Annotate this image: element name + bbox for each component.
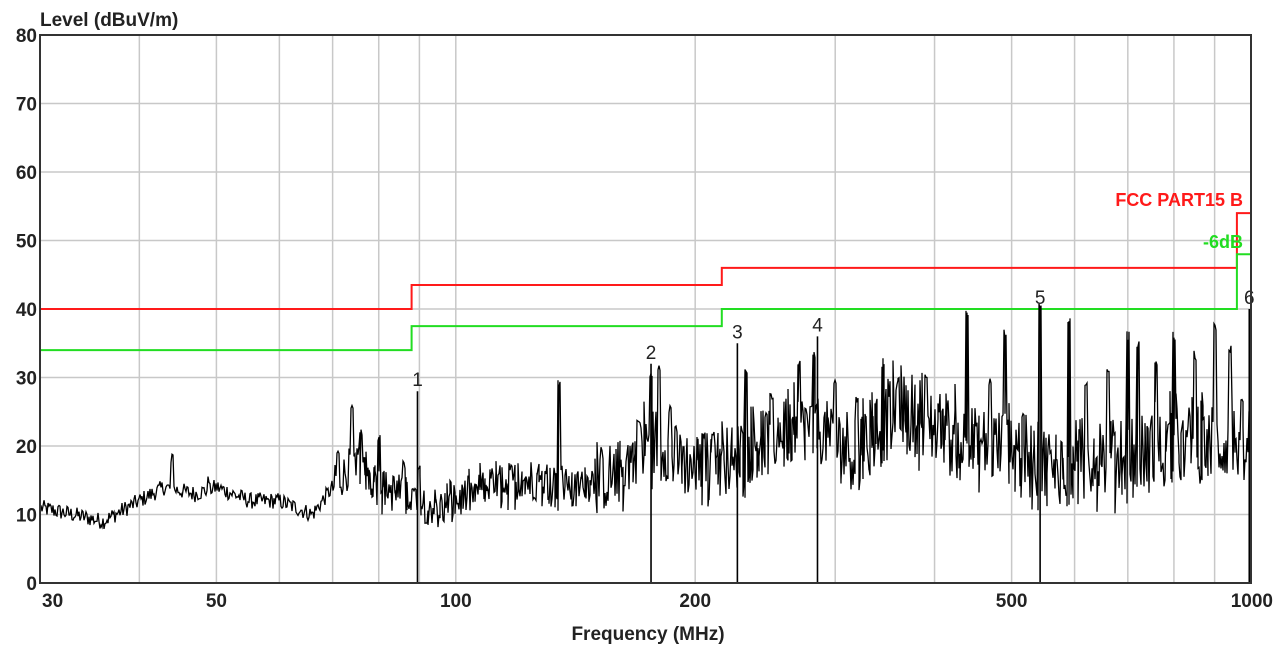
limit-lines: [40, 212, 1251, 352]
markers: 1 2 3 4 5 6: [412, 288, 1255, 583]
y-tick-label: 50: [16, 232, 37, 253]
x-tick-label: 1000: [1231, 591, 1273, 612]
x-tick-label: 50: [206, 591, 227, 612]
x-tick-label: 30: [42, 591, 63, 612]
y-tick-label: 70: [16, 95, 37, 116]
y-tick-label: 30: [16, 369, 37, 390]
plot-frame: [39, 34, 1252, 584]
limit-line-label: FCC PART15 B: [1115, 190, 1243, 210]
marker-label: 5: [1035, 288, 1046, 309]
y-tick-label: 80: [16, 26, 37, 47]
x-axis-title: Frequency (MHz): [571, 624, 724, 645]
y-tick-labels: 0 10 20 30 40 50 60 70 80: [16, 26, 37, 595]
limit-line: [40, 253, 1251, 352]
y-tick-label: 20: [16, 437, 37, 458]
x-tick-label: 100: [440, 591, 472, 612]
y-tick-label: 60: [16, 163, 37, 184]
x-tick-label: 500: [996, 591, 1028, 612]
x-tick-labels: 30 50 100 200 500 1000: [42, 591, 1273, 612]
y-tick-label: 40: [16, 300, 37, 321]
limit-line: [40, 212, 1251, 310]
x-tick-label: 200: [679, 591, 711, 612]
y-tick-label: 10: [16, 506, 37, 527]
marker-label: 1: [412, 370, 423, 391]
limit-line-label: -6dB: [1203, 232, 1243, 252]
marker-label: 3: [732, 322, 743, 343]
limit-line-labels: FCC PART15 B -6dB: [1115, 190, 1243, 252]
spectrum-trace-group: [40, 303, 1251, 530]
spectrum-trace: [40, 303, 1251, 530]
marker-label: 6: [1244, 288, 1255, 309]
y-axis-title: Level (dBuV/m): [40, 10, 178, 31]
y-tick-label: 0: [26, 574, 37, 595]
marker-label: 2: [646, 343, 657, 364]
marker-label: 4: [812, 315, 823, 336]
